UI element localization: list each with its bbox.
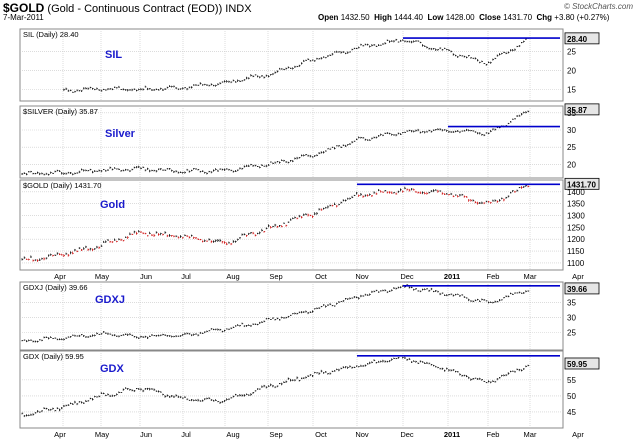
x-tick-label: Jun [140,430,152,439]
x-tick-label: Sep [269,272,282,281]
y-tick-label: 1400 [567,188,585,197]
y-tick-label: 20 [567,160,576,169]
chart-title: $GOLD (Gold - Continuous Contract (EOD))… [3,1,252,15]
ohlc-readout: Open 1432.50 High 1444.40 Low 1428.00 Cl… [318,13,609,22]
x-tick-label: 2011 [444,272,460,281]
panel-silver [19,103,600,179]
x-tick-label: Apr [54,272,66,281]
x-tick-label: Oct [315,430,328,439]
open-value: 1432.50 [340,13,370,22]
y-tick-label: 20 [567,67,576,76]
y-tick-label: 1300 [567,212,585,221]
y-tick-label: 55 [567,376,576,385]
panel-gdxj [19,281,600,351]
panel-legend: GDXJ (Daily) 39.66 [23,283,88,292]
series-label: SIL [105,49,122,61]
last-value-label: 35.87 [567,106,588,115]
x-tick-label: May [95,430,109,439]
panel-legend: $SILVER (Daily) 35.87 [23,107,98,116]
x-tick-label: Mar [524,430,537,439]
last-value-box [564,282,600,295]
x-tick-label: Jul [181,430,191,439]
y-tick-label: 35 [567,109,576,118]
low-value: 1428.00 [445,13,475,22]
x-tick-label: Feb [487,430,500,439]
panel-legend: SIL (Daily) 28.40 [23,30,79,39]
last-value-label: 59.95 [567,360,588,369]
y-tick-label: 25 [567,48,576,57]
panel-frame [19,281,564,351]
last-value-label: 39.66 [567,285,588,294]
panel-gdx [19,350,600,429]
x-tick-label: Jun [140,272,152,281]
low-label: Low [427,13,444,22]
x-tick-label: Sep [269,430,282,439]
x-tick-label: Jul [181,272,191,281]
x-tick-label: Nov [355,272,369,281]
x-tick-label: Nov [355,430,369,439]
y-tick-label: 30 [567,126,576,135]
x-tick-label: Dec [400,430,414,439]
y-tick-label: 25 [567,328,576,337]
last-value-box [564,32,600,45]
series-label: Gold [100,199,125,211]
series-label: GDX [100,363,125,375]
last-value-box [564,103,600,116]
y-tick-label: 15 [567,86,576,95]
symbol: $GOLD [3,1,45,15]
panel-sil [19,28,600,102]
high-label: High [374,13,392,22]
last-value-box [564,177,600,190]
x-tick-label: May [95,272,109,281]
y-tick-label: 1100 [567,259,585,268]
panel-frame [19,179,564,271]
x-tick-label: 2011 [444,430,460,439]
x-tick-label: Aug [226,430,239,439]
x-tick-label: Mar [524,272,537,281]
series-label: GDXJ [95,294,125,306]
x-tick-label: Aug [226,272,239,281]
last-value-box [564,357,600,370]
chart-date: 7-Mar-2011 [3,13,44,22]
close-value: 1431.70 [503,13,533,22]
change-label: Chg [536,13,553,22]
y-tick-label: 30 [567,313,576,322]
y-tick-label: 35 [567,299,576,308]
x-tick-label: Oct [315,272,328,281]
x-tick-label: Feb [487,272,500,281]
y-tick-label: 1250 [567,223,585,232]
panel-legend: $GOLD (Daily) 1431.70 [23,181,101,190]
panel-frame [19,105,564,179]
open-label: Open [318,13,339,22]
y-tick-label: 25 [567,143,576,152]
y-tick-label: 1200 [567,235,585,244]
y-tick-label: 50 [567,392,576,401]
last-value-label: 28.40 [567,35,588,44]
close-label: Close [479,13,501,22]
symbol-description: (Gold - Continuous Contract (EOD)) INDX [47,3,252,15]
series-label: Silver [105,128,136,140]
high-value: 1444.40 [394,13,423,22]
x-tick-label: Apr [572,430,584,439]
panel-frame [19,350,564,429]
y-tick-label: 45 [567,408,576,417]
y-tick-label: 1150 [567,247,585,256]
panel-legend: GDX (Daily) 59.95 [23,352,84,361]
change-value: +3.80 (+0.27%) [554,13,610,22]
x-tick-label: Apr [54,430,66,439]
panel-gold [19,177,600,271]
stockcharts-brand[interactable]: © StockCharts.com [563,2,633,11]
last-value-label: 1431.70 [567,180,596,189]
y-tick-label: 1350 [567,200,585,209]
x-tick-label: Apr [572,272,584,281]
x-tick-label: Dec [400,272,414,281]
